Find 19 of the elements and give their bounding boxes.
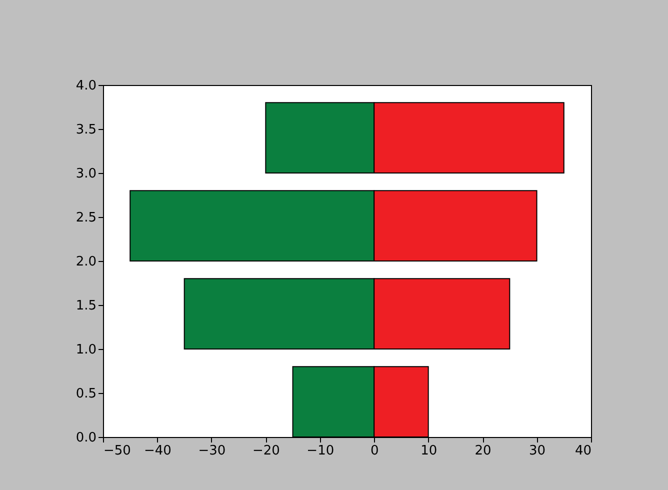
y-tick-label: 2.5: [76, 210, 96, 226]
x-tick-label: −10: [306, 444, 334, 458]
y-tick-label: 2.0: [76, 254, 96, 270]
y-tick-label: 1.0: [76, 342, 96, 358]
x-tick-label: −40: [144, 444, 172, 458]
x-tick-label: 40: [574, 444, 592, 458]
x-tick-label: 10: [420, 444, 438, 458]
x-tick-label: 0: [370, 444, 379, 458]
x-tick-label: −50: [104, 444, 131, 458]
x-tick-label: 30: [529, 444, 546, 458]
y-tick-label: 3.0: [76, 166, 96, 182]
x-tick-label: −20: [252, 444, 280, 458]
y-tick-label: 0.5: [76, 386, 96, 402]
x-tick-label: 20: [474, 444, 492, 458]
y-tick-label: 0.0: [76, 430, 96, 446]
y-tick-label: 4.0: [76, 78, 96, 94]
y-tick-label: 1.5: [76, 298, 96, 314]
x-tick-label: −30: [198, 444, 226, 458]
y-tick-label: 3.5: [76, 122, 96, 138]
